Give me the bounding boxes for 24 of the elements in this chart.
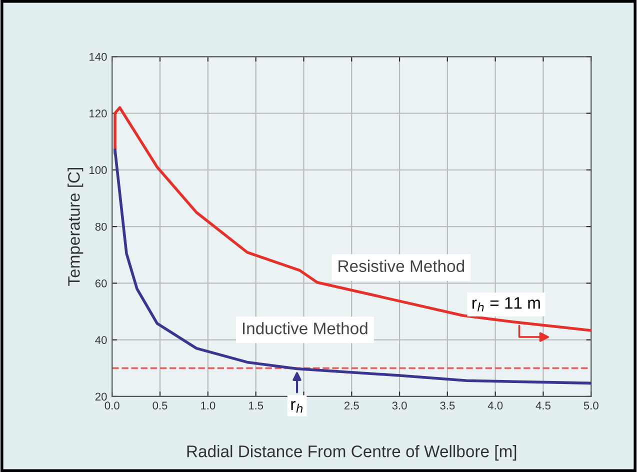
x-tick-label: 3.5 — [440, 402, 455, 410]
x-tick-label: 1.5 — [248, 402, 264, 410]
x-tick-label: 0.5 — [152, 402, 168, 410]
x-tick-label: 3.0 — [392, 402, 407, 410]
y-tick-label: 60 — [95, 279, 107, 288]
line-series — [114, 148, 592, 385]
y-tick-label: 80 — [95, 222, 107, 231]
x-tick-label: 0.0 — [104, 402, 120, 410]
annotation: r$_{h}$ — [291, 400, 302, 413]
y-tick-label: 40 — [95, 336, 107, 344]
x-tick-label: 5.0 — [584, 402, 598, 410]
x-tick-label: 4.5 — [536, 402, 550, 410]
series-label: Inductive Method — [242, 322, 368, 334]
series-label: Resistive Method — [338, 260, 464, 272]
annotation: r$_{h}$ = 11 m — [472, 297, 540, 312]
x-tick-label: 2.5 — [344, 402, 359, 410]
x-tick-label: 4.0 — [488, 402, 503, 410]
y-tick-label: 100 — [90, 166, 107, 174]
y-axis-title: Temperature [C] — [68, 168, 84, 286]
y-tick-label: 120 — [90, 110, 107, 118]
x-tick-label: 1.0 — [201, 402, 216, 410]
y-tick-label: 140 — [90, 52, 107, 61]
x-axis-title: Radial Distance From Centre of Wellbore [m] — [187, 445, 516, 461]
y-tick-label: 20 — [95, 392, 107, 401]
